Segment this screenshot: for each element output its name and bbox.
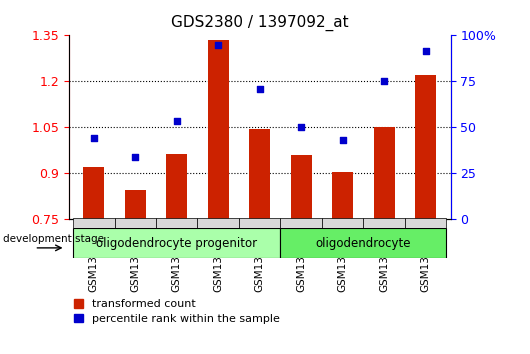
Bar	[208, 40, 228, 219]
FancyBboxPatch shape	[73, 228, 280, 258]
FancyBboxPatch shape	[405, 218, 446, 228]
Bar	[291, 155, 312, 219]
FancyBboxPatch shape	[322, 218, 364, 228]
Legend: transformed count, percentile rank within the sample: transformed count, percentile rank withi…	[74, 299, 280, 324]
FancyBboxPatch shape	[73, 218, 114, 228]
Bar	[374, 127, 394, 219]
Bar	[332, 172, 353, 219]
FancyBboxPatch shape	[239, 218, 280, 228]
Point	[172, 119, 181, 124]
Point	[214, 42, 223, 47]
Title: GDS2380 / 1397092_at: GDS2380 / 1397092_at	[171, 15, 349, 31]
FancyBboxPatch shape	[280, 228, 446, 258]
Point	[131, 154, 139, 159]
Text: oligodendrocyte: oligodendrocyte	[316, 237, 411, 250]
FancyBboxPatch shape	[364, 218, 405, 228]
Text: oligodendrocyte progenitor: oligodendrocyte progenitor	[96, 237, 257, 250]
Bar	[83, 167, 104, 219]
Point	[90, 135, 98, 141]
FancyBboxPatch shape	[198, 218, 239, 228]
Bar	[125, 190, 146, 219]
FancyBboxPatch shape	[280, 218, 322, 228]
FancyBboxPatch shape	[156, 218, 198, 228]
Text: development stage: development stage	[4, 234, 104, 244]
Point	[421, 48, 430, 53]
Point	[339, 137, 347, 143]
Point	[380, 79, 388, 84]
Point	[255, 86, 264, 92]
Bar	[415, 75, 436, 219]
Point	[297, 125, 305, 130]
Bar	[249, 129, 270, 219]
Bar	[166, 154, 187, 219]
FancyBboxPatch shape	[114, 218, 156, 228]
